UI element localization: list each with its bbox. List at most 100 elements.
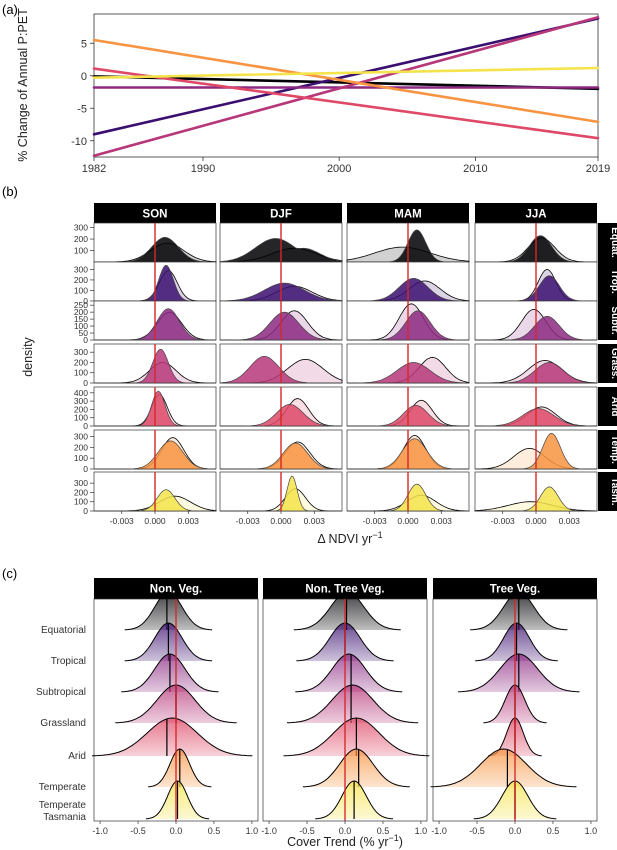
row-label-2: Subtropical — [36, 687, 86, 698]
panel-b-label: (b) — [2, 184, 18, 199]
panel-a-series-line-1 — [92, 17, 600, 136]
cover-x-tick-label-0-0: -1.0 — [92, 826, 108, 836]
cover-x-tick-label-0-3: 0.5 — [208, 826, 221, 836]
cover-x-tick-label-1-0: -1.0 — [261, 826, 277, 836]
panel-a-x-tick-label-0: 1982 — [82, 163, 106, 175]
ridge-curve-1-3 — [286, 684, 419, 724]
row-label-4: Arid — [68, 751, 86, 762]
density-y-tick-label-5-3: 300 — [74, 432, 88, 442]
cover-x-tick-label-2-2: 0.0 — [509, 826, 522, 836]
panel-b-x-axis-label: Δ NDVI yr−1 — [317, 530, 382, 546]
season-strip-djf — [220, 203, 342, 223]
density-x-tick-label-0-2: 0.003 — [178, 516, 200, 526]
zone-strip-3 — [598, 344, 617, 383]
zone-strip-0 — [598, 223, 617, 262]
density-y-tick-label-0-0: 100 — [74, 246, 88, 256]
ridge-area-0-0 — [124, 592, 213, 630]
density-y-tick-label-4-3: 300 — [74, 396, 88, 406]
zone-strip-label-0: Equat. — [609, 227, 617, 258]
panel-b-x-axis-label-exponent: −1 — [372, 530, 382, 540]
density-y-tick-label-5-0: 0 — [83, 464, 88, 474]
density-x-tick-label-2-2: 0.003 — [431, 516, 453, 526]
density-y-tick-label-0-2: 300 — [74, 223, 88, 233]
panel-a-y-tick-label-0: 5 — [81, 38, 87, 50]
zone-strip-6 — [598, 472, 617, 511]
panel-a-x-tick-label-4: 2019 — [586, 163, 610, 175]
panel-a-x-tick-label-2: 2000 — [327, 163, 351, 175]
facet-strip-2 — [433, 578, 597, 599]
panel-a-y-axis-label: % Change of Annual P:PET — [16, 8, 30, 162]
ridge-area-0-4 — [92, 718, 253, 756]
season-strip-label-son: SON — [143, 209, 168, 221]
ridge-curve-1-0 — [293, 591, 401, 631]
season-strip-label-jja: JJA — [525, 209, 546, 221]
ridge-curve-0-0 — [124, 591, 213, 631]
cover-x-tick-label-2-3: 0.5 — [547, 826, 560, 836]
zone-strip-label-1: Trop. — [609, 269, 617, 294]
density-y-tick-label-4-4: 400 — [74, 388, 88, 398]
density-x-tick-label-1-2: 0.003 — [304, 516, 326, 526]
row-label-6-line2: Tasmania — [43, 812, 86, 823]
panel-a-series-line-4 — [92, 67, 600, 140]
density-y-tick-label-2-0: 0 — [83, 335, 88, 345]
facet-strip-label-2: Tree Veg. — [490, 584, 541, 596]
panel-c-facets: Non. Veg. -1.0 -0.5 0.0 0.5 1.0 Non. Tree Veg.… — [91, 578, 598, 836]
panel-c-label: (c) — [2, 566, 17, 581]
panel-a-y-tick-label-2: -5 — [77, 103, 87, 115]
row-label-6-line1: Temperate — [39, 800, 87, 811]
facet-strip-label-0: Non. Veg. — [150, 584, 202, 596]
density-x-tick-label-0-0: -0.003 — [110, 516, 134, 526]
density-x-tick-label-2-0: -0.003 — [363, 516, 387, 526]
row-label-3: Grassland — [40, 718, 86, 729]
facet-strip-1 — [263, 578, 427, 599]
ridge-curve-1-5 — [302, 748, 410, 788]
panel-c-x-axis-label-exponent: −1 — [388, 833, 398, 843]
ridge-curve-0-4 — [91, 717, 253, 757]
row-label-1: Tropical — [51, 656, 86, 667]
ridge-area-1-5 — [302, 749, 410, 787]
density-curve-main-2-0 — [94, 308, 216, 341]
zone-strip-4 — [598, 387, 617, 426]
panel-a-series-line-6 — [92, 66, 600, 79]
panel-a-line-chart: (a) 1982 1990 2000 2010 2019 5 0 -5 -10 % Change… — [2, 2, 610, 175]
panel-a-series-line-5 — [92, 38, 600, 124]
density-y-tick-label-4-2: 200 — [74, 404, 88, 414]
zone-strip-1 — [598, 262, 617, 301]
row-label-0: Equatorial — [41, 625, 86, 636]
ridge-curve-1-2 — [295, 653, 403, 693]
density-y-tick-label-2-1: 50 — [79, 328, 89, 338]
density-y-tick-label-1-3: 300 — [74, 264, 88, 274]
cover-x-tick-label-0-2: 0.0 — [170, 826, 183, 836]
cover-x-tick-label-1-1: -0.5 — [299, 826, 315, 836]
cover-x-tick-label-2-0: -1.0 — [431, 826, 447, 836]
panel-a-x-tick-label-3: 2010 — [463, 163, 487, 175]
density-x-tick-label-3-2: 0.003 — [559, 516, 581, 526]
panel-a-x-tick-label-1: 1990 — [191, 163, 215, 175]
zone-strip-label-5: Temp. — [609, 435, 617, 464]
zone-strip-5 — [598, 430, 617, 469]
panel-c-ridgeline: (c) Non. Veg. -1.0 -0.5 0.0 0.5 1.0 Non. Tree … — [2, 566, 598, 849]
cover-x-tick-label-0-1: -0.5 — [130, 826, 146, 836]
zone-strip-label-4: Arid — [609, 397, 617, 417]
density-y-tick-label-5-2: 200 — [74, 442, 88, 452]
season-strip-jja — [475, 203, 597, 223]
facet-strip-0 — [94, 578, 258, 599]
density-y-tick-label-2-2: 100 — [74, 321, 88, 331]
season-strip-son — [94, 203, 216, 223]
panel-c-row-labels: Equatorial Tropical Subtropical Grassland Ar… — [36, 625, 86, 823]
density-y-tick-label-4-1: 100 — [74, 413, 88, 423]
density-y-tick-label-6-1: 100 — [74, 497, 88, 507]
zone-strip-label-2: Subtr. — [609, 306, 617, 335]
ridge-area-1-0 — [293, 592, 401, 630]
panel-a-series-line-3 — [92, 15, 600, 157]
density-y-tick-label-3-3: 300 — [74, 347, 88, 357]
density-y-tick-label-3-0: 0 — [83, 378, 88, 388]
cover-x-tick-label-1-4: 1.0 — [415, 826, 428, 836]
density-curve-main-5-0 — [94, 440, 216, 470]
panel-c-x-axis-label-close: ) — [399, 835, 403, 849]
panel-a-plot-frame — [93, 13, 599, 158]
cover-x-tick-label-0-4: 1.0 — [246, 826, 259, 836]
density-y-tick-label-1-0: 0 — [83, 296, 88, 306]
ridge-area-1-2 — [295, 654, 403, 692]
density-x-tick-label-0-1: 0.000 — [144, 516, 166, 526]
